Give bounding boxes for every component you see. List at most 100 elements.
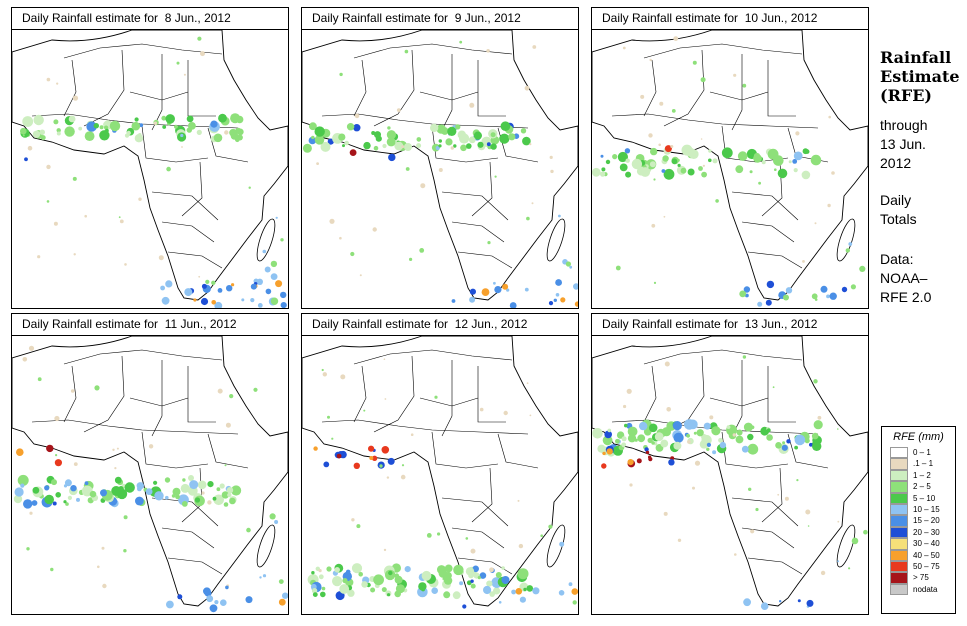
country-border <box>161 221 215 243</box>
southern-rain-cell <box>250 283 257 290</box>
east-coast-rain <box>558 214 561 218</box>
rainfall-cell <box>459 581 464 586</box>
legend-label: 20 – 30 <box>913 527 940 537</box>
country-border <box>457 251 513 269</box>
rainfall-cell <box>654 432 664 442</box>
rainfall-cell <box>802 148 809 155</box>
country-border <box>643 59 657 117</box>
rainfall-cell <box>196 129 202 135</box>
continent-outline <box>592 336 868 607</box>
light-rain-speck <box>46 77 51 82</box>
light-rain-speck <box>217 388 223 394</box>
rainfall-cell <box>404 566 411 573</box>
southern-rain-cell <box>231 283 235 287</box>
rainfall-cell <box>631 158 643 170</box>
light-rain-speck <box>795 131 800 136</box>
panel-title: Daily Rainfall estimate for 9 Jun., 2012 <box>302 8 578 30</box>
light-rain-speck <box>37 255 41 259</box>
light-rain-speck <box>489 567 494 573</box>
rainfall-cell <box>165 495 169 500</box>
rainfall-cell <box>164 477 171 483</box>
rainfall-cell <box>210 120 218 128</box>
country-border <box>187 366 216 423</box>
rainfall-cell <box>459 133 470 144</box>
rainfall-cell <box>302 143 312 153</box>
heavy-rain-cell <box>381 446 390 454</box>
rainfall-cell <box>197 480 207 490</box>
country-border <box>441 54 453 131</box>
light-rain-speck <box>626 388 632 394</box>
sidebar-heading: Rainfall Estimate (RFE) <box>880 48 960 105</box>
rainfall-cell <box>470 583 476 589</box>
rainfall-cell <box>33 114 44 126</box>
rainfall-cell <box>809 442 813 447</box>
light-rain-speck <box>46 200 50 203</box>
rfe-legend: RFE (mm) 0 – 1 .1 – 1 1 – 2 2 – 5 5 – 10… <box>881 426 956 614</box>
rainfall-cell <box>718 437 723 443</box>
rainfall-cell <box>188 122 196 130</box>
light-rain-speck <box>26 547 30 551</box>
light-rain-speck <box>54 415 60 422</box>
east-coast-rain <box>837 560 840 563</box>
rainfall-cell <box>145 488 153 495</box>
light-rain-speck <box>401 464 405 467</box>
light-rain-speck <box>694 460 701 466</box>
rainfall-cell <box>154 491 164 501</box>
legend-swatch <box>890 469 908 482</box>
continent-outline <box>302 30 578 301</box>
country-border <box>353 59 367 117</box>
southern-rain-cell <box>250 298 255 303</box>
rainfall-cell <box>686 433 690 438</box>
country-border <box>167 557 223 575</box>
rainfall-cell <box>619 163 628 172</box>
rainfall-cell <box>812 441 822 451</box>
rainfall-cell <box>227 492 232 498</box>
rainfall-cell <box>321 586 326 591</box>
through-date: 13 Jun. <box>880 136 926 152</box>
east-coast-rain <box>851 537 859 545</box>
light-rain-speck <box>623 404 627 409</box>
light-rain-speck <box>687 440 691 444</box>
country-border <box>451 221 505 243</box>
light-rain-speck <box>56 82 59 85</box>
light-rain-speck <box>733 73 737 77</box>
light-rain-speck <box>205 279 210 284</box>
rainfall-cell <box>14 487 24 497</box>
light-rain-speck <box>419 248 425 253</box>
country-border <box>761 467 783 523</box>
rainfall-cell <box>39 129 45 135</box>
light-rain-speck <box>653 178 656 181</box>
rainfall-cell <box>489 591 495 597</box>
east-coast-rain <box>256 278 263 285</box>
legend-swatch <box>890 503 908 516</box>
africa-rainfall-map <box>592 336 868 610</box>
country-border <box>451 527 505 549</box>
rainfall-cell <box>311 588 318 594</box>
rainfall-cell <box>661 169 666 173</box>
rainfall-cell <box>93 123 100 129</box>
light-rain-speck <box>700 77 706 83</box>
rainfall-cell <box>468 136 476 144</box>
east-coast-rain <box>565 261 571 267</box>
light-rain-speck <box>772 386 775 389</box>
southern-rain-cell <box>743 598 751 607</box>
rainfall-cell <box>747 443 759 455</box>
rainfall-cell <box>810 154 822 166</box>
rainfall-cell <box>747 433 754 441</box>
rainfall-cell <box>100 489 107 497</box>
rainfall-cell <box>477 141 484 148</box>
rainfall-cell <box>708 158 712 163</box>
light-rain-speck <box>438 168 443 172</box>
legend-label: 2 – 5 <box>913 482 931 492</box>
madagascar-outline <box>546 524 566 568</box>
rainfall-cell <box>186 115 194 123</box>
light-rain-speck <box>99 125 104 130</box>
east-coast-rain <box>848 242 853 246</box>
legend-row: 40 – 50 <box>882 549 955 561</box>
rainfall-cell <box>607 428 612 433</box>
light-rain-speck <box>529 414 532 417</box>
rainfall-cell <box>627 434 637 443</box>
rainfall-cell <box>520 128 527 134</box>
rainfall-cell <box>371 131 376 135</box>
rainfall-cell <box>320 141 331 152</box>
